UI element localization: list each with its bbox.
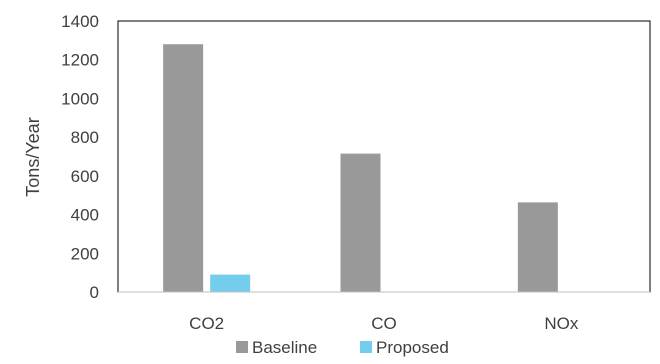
category-label: CO2 xyxy=(189,314,224,333)
category-labels: CO2 CO NOx xyxy=(189,314,579,333)
bars xyxy=(163,44,605,292)
y-tick-label: 600 xyxy=(71,167,99,186)
legend-label-proposed: Proposed xyxy=(376,338,449,357)
y-tick-label: 0 xyxy=(90,283,99,302)
y-tick-label: 200 xyxy=(71,244,99,263)
category-label: CO xyxy=(371,314,397,333)
legend-label-baseline: Baseline xyxy=(252,338,317,357)
legend-swatch-proposed xyxy=(360,341,372,353)
bar-proposed-co2 xyxy=(210,274,251,292)
bar-baseline-co xyxy=(340,153,381,292)
y-tick-label: 1000 xyxy=(61,89,99,108)
legend-swatch-baseline xyxy=(236,341,248,353)
category-label: NOx xyxy=(544,314,579,333)
bar-baseline-co2 xyxy=(163,44,204,292)
y-axis-title: Tons/Year xyxy=(23,117,43,196)
y-tick-label: 1200 xyxy=(61,51,99,70)
y-tick-label: 400 xyxy=(71,206,99,225)
y-axis-ticks: 0 200 400 600 800 1000 1200 1400 xyxy=(61,12,99,302)
legend: Baseline Proposed xyxy=(236,338,449,357)
y-tick-label: 800 xyxy=(71,128,99,147)
y-tick-label: 1400 xyxy=(61,12,99,31)
bar-baseline-nox xyxy=(517,202,558,292)
